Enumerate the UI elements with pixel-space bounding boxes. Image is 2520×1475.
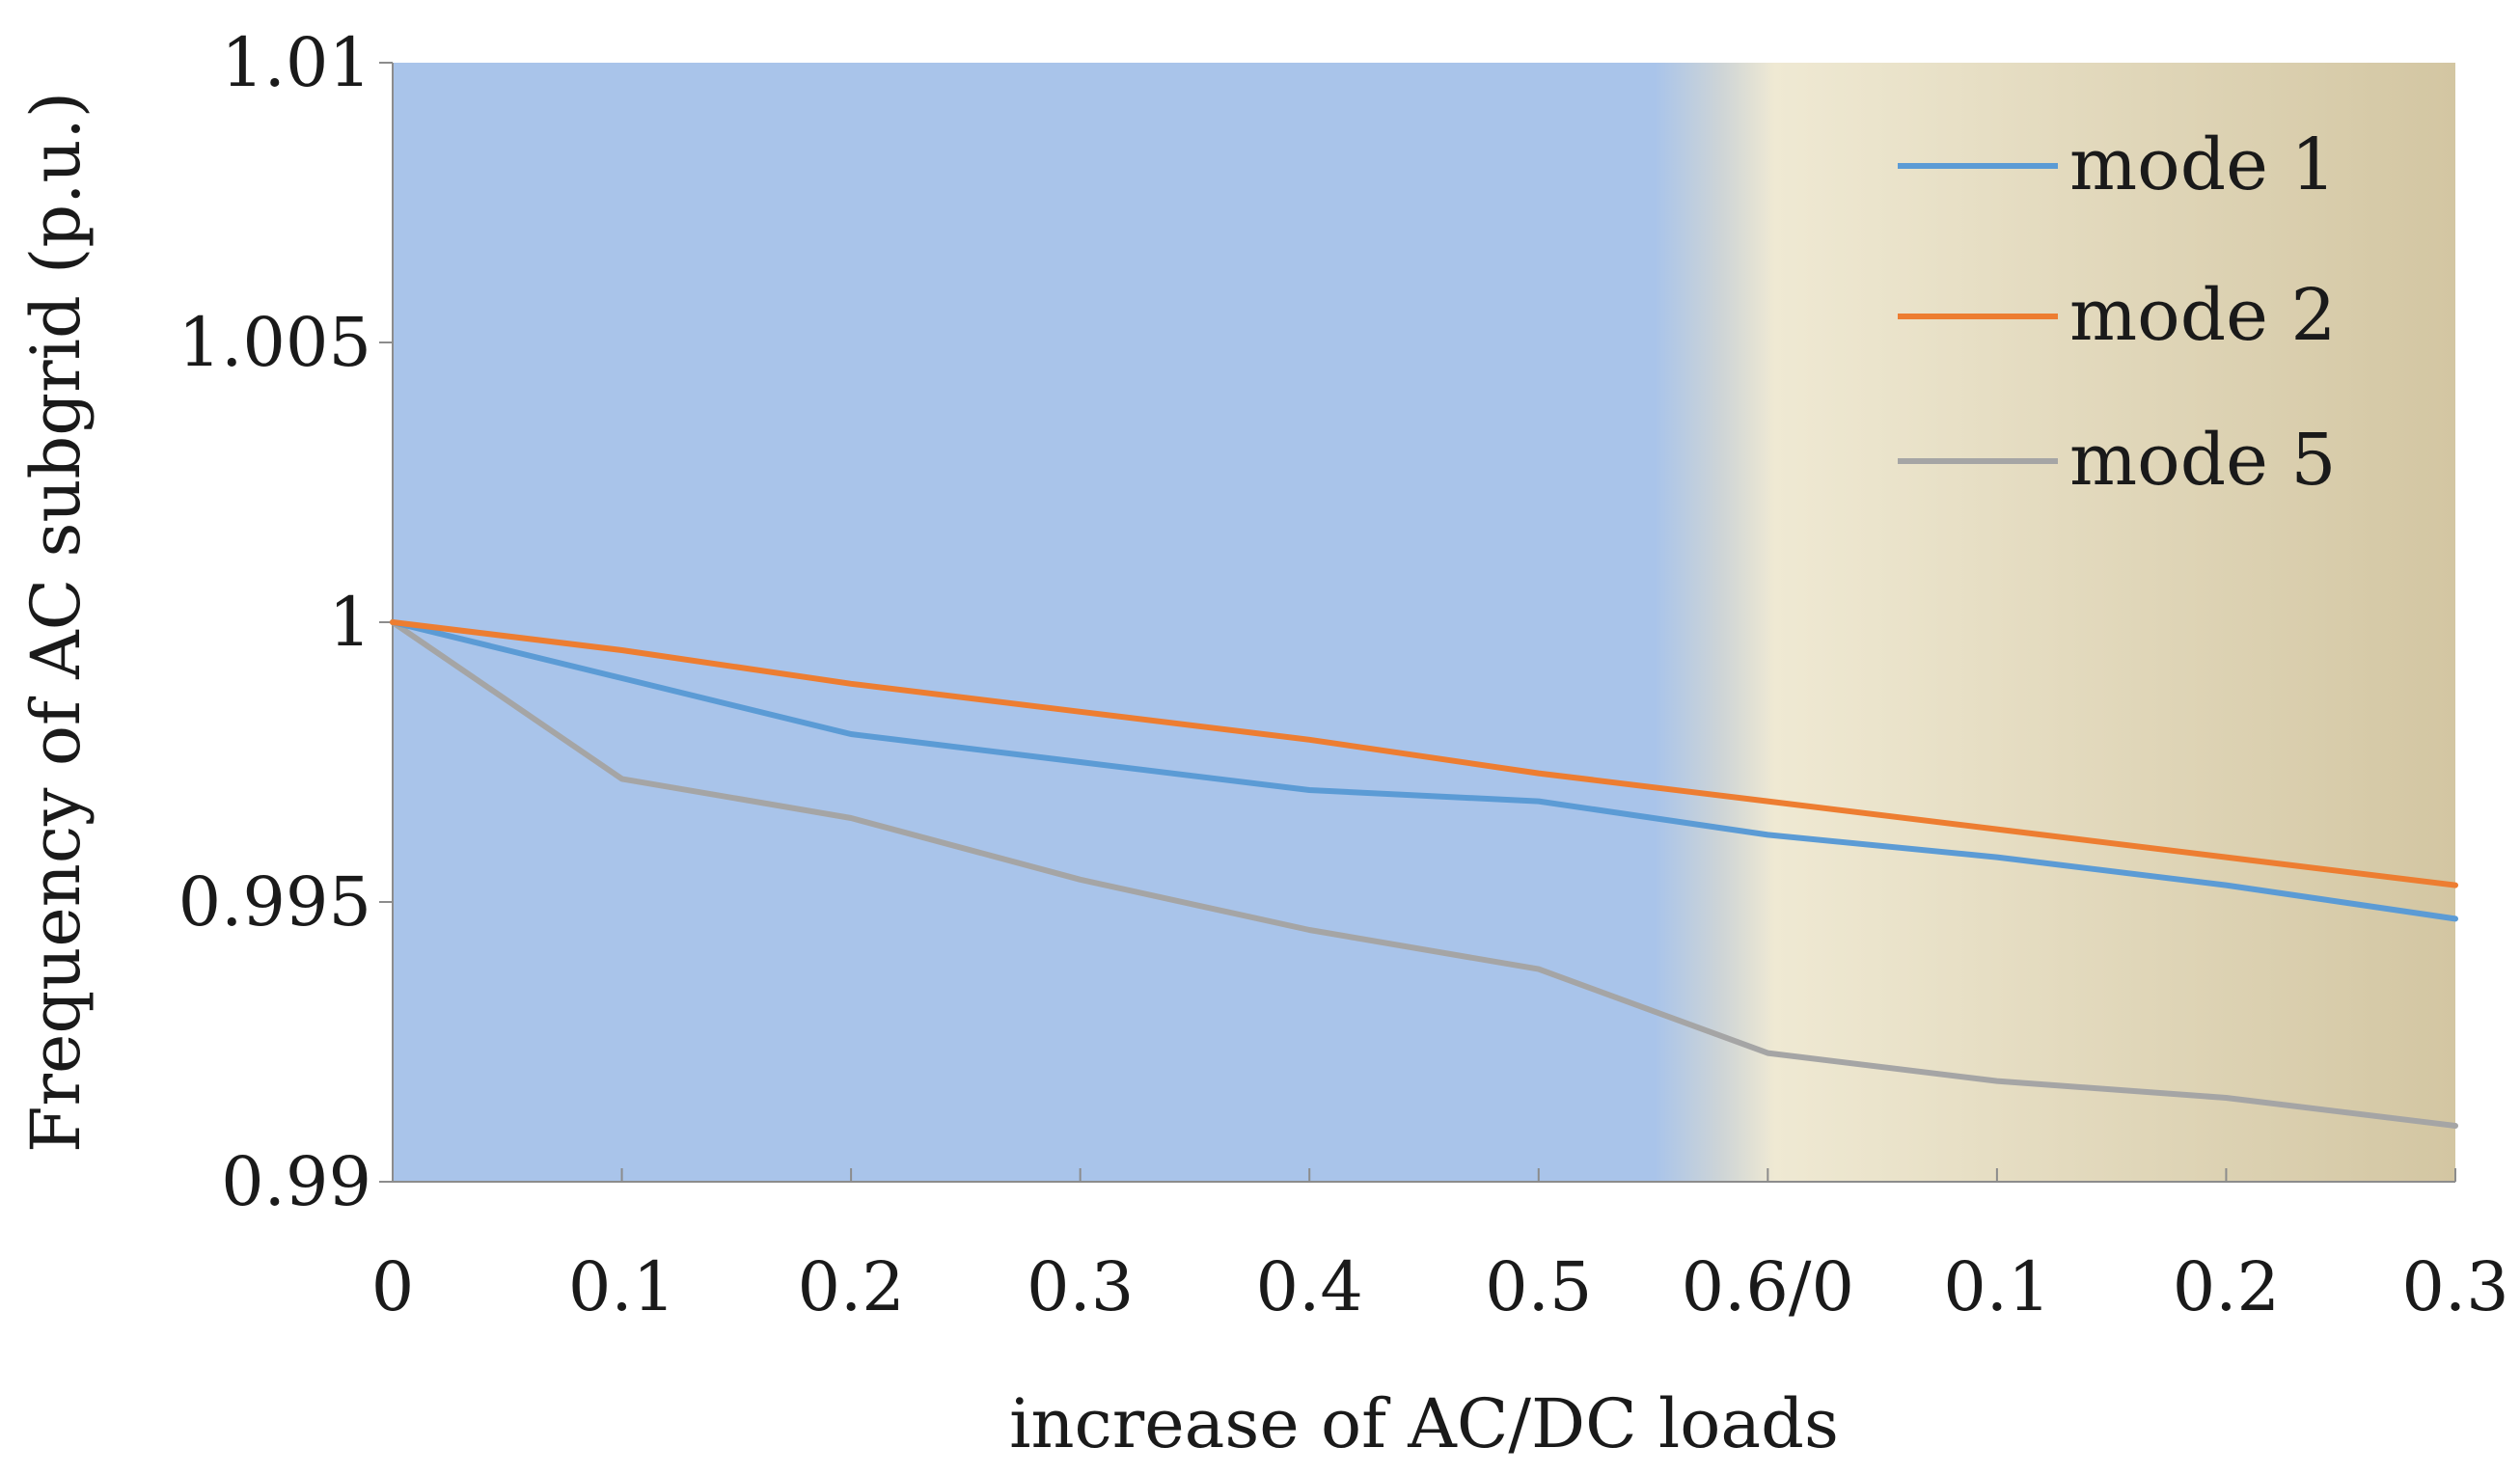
x-axis-tick-labels: 0 0.1 0.2 0.3 0.4 0.5 0.6/0 0.1 0.2 0.3 [371,1247,2509,1326]
series-line-mode-5 [390,619,2458,1129]
x-tick-label: 0.1 [1943,1247,2050,1326]
y-axis-ticks [379,62,393,1183]
x-tick-label: 0.2 [797,1247,904,1326]
y-tick-label: 0.99 [221,1142,371,1221]
y-tick-label: 0.995 [178,862,371,942]
x-axis-ticks [392,1168,2456,1182]
x-tick-label: 0.1 [568,1247,675,1326]
x-tick-label: 0.6/0 [1682,1247,1854,1326]
y-tick-label: 1 [328,583,371,662]
series-lines [390,619,2458,1129]
x-tick-label: 0.2 [2173,1247,2280,1326]
y-tick-label: 1.01 [221,23,371,102]
y-tick-label: 1.005 [178,303,371,382]
legend-label-mode-1: mode 1 [2069,123,2337,206]
x-tick-label: 0.5 [1485,1247,1592,1326]
x-axis-title: increase of AC/DC loads [1009,1384,1839,1463]
legend: mode 1 mode 2 mode 5 [1898,123,2337,502]
legend-label-mode-2: mode 2 [2069,274,2337,357]
y-axis-tick-labels: 0.99 0.995 1 1.005 1.01 [178,23,371,1221]
x-tick-label: 0 [371,1247,415,1326]
x-tick-label: 0.3 [2401,1247,2508,1326]
y-axis-title: Frequency of AC subgrid (p.u.) [16,92,96,1153]
x-tick-label: 0.4 [1256,1247,1363,1326]
series-line-mode-1 [390,619,2458,922]
plot-background [393,63,2455,1182]
x-tick-label: 0.3 [1027,1247,1134,1326]
legend-label-mode-5: mode 5 [2069,419,2337,502]
series-line-mode-2 [390,619,2458,888]
